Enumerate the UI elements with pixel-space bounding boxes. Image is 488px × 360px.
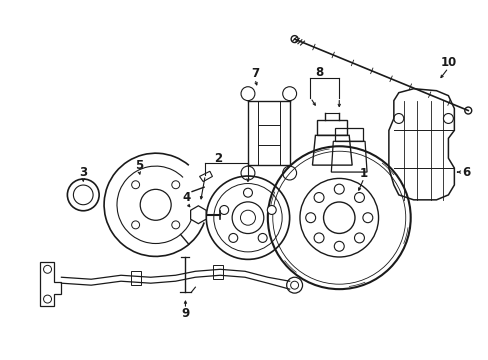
Circle shape [464,107,471,114]
Circle shape [243,188,252,197]
Polygon shape [190,206,205,224]
Text: 6: 6 [461,166,469,179]
Circle shape [267,206,276,215]
Bar [213,265,223,279]
Text: 8: 8 [315,66,323,79]
Circle shape [228,234,237,242]
Text: 10: 10 [439,57,456,69]
Text: 4: 4 [182,192,190,204]
Bar [131,271,141,285]
Circle shape [258,234,266,242]
Text: 2: 2 [214,152,222,165]
Text: 9: 9 [181,307,189,320]
Text: 7: 7 [250,67,259,80]
Text: 1: 1 [359,167,367,180]
Text: 5: 5 [134,159,142,172]
Circle shape [290,36,298,42]
Circle shape [219,206,228,215]
Text: 3: 3 [79,166,87,179]
